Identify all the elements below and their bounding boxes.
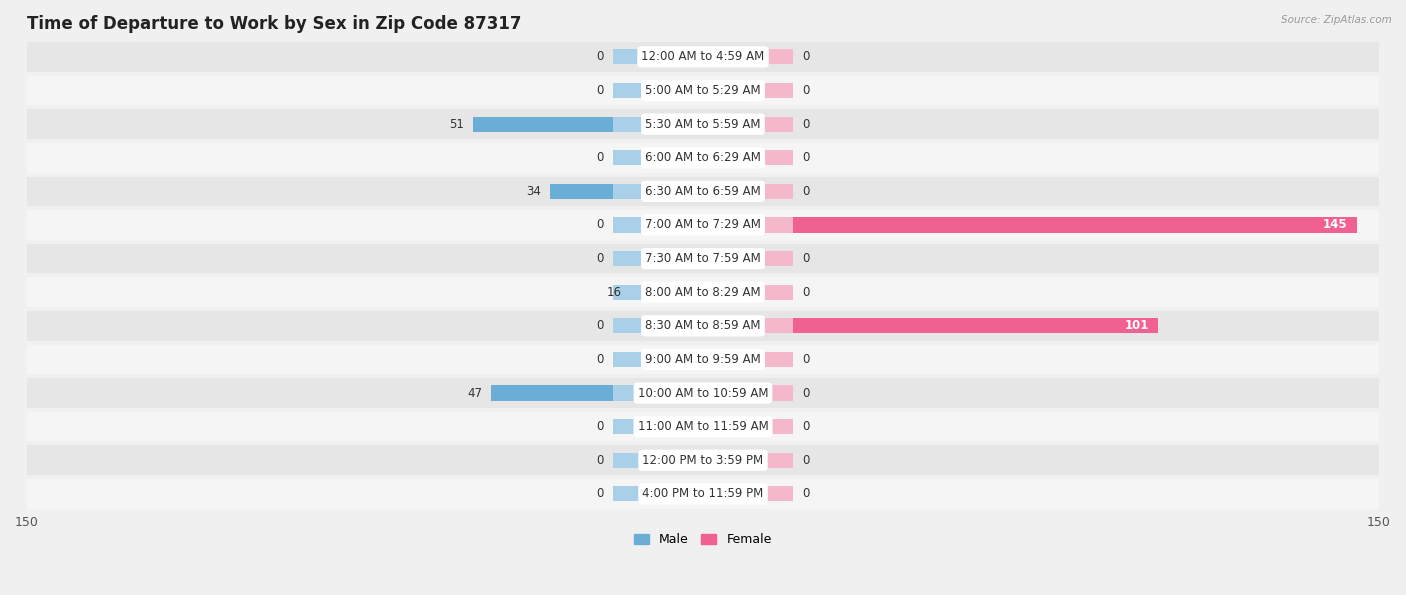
Bar xyxy=(703,419,793,434)
Bar xyxy=(703,49,793,64)
Bar xyxy=(703,486,793,502)
Text: 47: 47 xyxy=(467,387,482,399)
Bar xyxy=(703,184,793,199)
Text: 0: 0 xyxy=(803,252,810,265)
Bar xyxy=(27,143,1379,173)
Text: 9:00 AM to 9:59 AM: 9:00 AM to 9:59 AM xyxy=(645,353,761,366)
Text: 0: 0 xyxy=(596,218,603,231)
Text: 0: 0 xyxy=(596,420,603,433)
Bar xyxy=(631,284,703,300)
Text: 101: 101 xyxy=(1125,320,1149,333)
Text: 6:00 AM to 6:29 AM: 6:00 AM to 6:29 AM xyxy=(645,151,761,164)
Text: 4:00 PM to 11:59 PM: 4:00 PM to 11:59 PM xyxy=(643,487,763,500)
Bar xyxy=(613,217,703,233)
Bar xyxy=(703,150,793,165)
Bar xyxy=(613,284,703,300)
Text: 6:30 AM to 6:59 AM: 6:30 AM to 6:59 AM xyxy=(645,185,761,198)
Bar xyxy=(613,251,703,266)
Text: 0: 0 xyxy=(596,84,603,97)
Bar xyxy=(27,479,1379,509)
Text: 10:00 AM to 10:59 AM: 10:00 AM to 10:59 AM xyxy=(638,387,768,399)
Bar xyxy=(27,210,1379,240)
Text: 0: 0 xyxy=(596,454,603,466)
Bar xyxy=(27,244,1379,273)
Text: 51: 51 xyxy=(450,118,464,131)
Text: 0: 0 xyxy=(803,420,810,433)
Text: Time of Departure to Work by Sex in Zip Code 87317: Time of Departure to Work by Sex in Zip … xyxy=(27,15,522,33)
Bar xyxy=(613,419,703,434)
Text: 7:30 AM to 7:59 AM: 7:30 AM to 7:59 AM xyxy=(645,252,761,265)
Bar xyxy=(27,277,1379,307)
Text: 0: 0 xyxy=(803,51,810,64)
Text: 0: 0 xyxy=(596,252,603,265)
Bar xyxy=(27,345,1379,374)
Legend: Male, Female: Male, Female xyxy=(630,528,776,552)
Bar xyxy=(703,318,1159,333)
Bar xyxy=(613,184,703,199)
Bar xyxy=(703,284,793,300)
Text: 0: 0 xyxy=(596,487,603,500)
Bar xyxy=(27,412,1379,441)
Text: 5:30 AM to 5:59 AM: 5:30 AM to 5:59 AM xyxy=(645,118,761,131)
Text: 0: 0 xyxy=(803,118,810,131)
Bar xyxy=(550,184,703,199)
Bar xyxy=(613,453,703,468)
Text: 0: 0 xyxy=(803,151,810,164)
Bar xyxy=(474,117,703,131)
Bar xyxy=(613,150,703,165)
Text: 0: 0 xyxy=(596,320,603,333)
Bar xyxy=(703,217,793,233)
Text: Source: ZipAtlas.com: Source: ZipAtlas.com xyxy=(1281,15,1392,25)
Bar xyxy=(613,117,703,131)
Bar xyxy=(613,49,703,64)
Text: 0: 0 xyxy=(803,353,810,366)
Bar xyxy=(613,486,703,502)
Bar xyxy=(27,177,1379,206)
Bar xyxy=(703,117,793,131)
Text: 7:00 AM to 7:29 AM: 7:00 AM to 7:29 AM xyxy=(645,218,761,231)
Text: 11:00 AM to 11:59 AM: 11:00 AM to 11:59 AM xyxy=(638,420,768,433)
Bar xyxy=(703,453,793,468)
Text: 0: 0 xyxy=(803,487,810,500)
Bar xyxy=(613,318,703,333)
Bar xyxy=(703,318,793,333)
Text: 0: 0 xyxy=(803,286,810,299)
Bar xyxy=(703,386,793,400)
Text: 0: 0 xyxy=(803,387,810,399)
Bar xyxy=(27,109,1379,139)
Text: 16: 16 xyxy=(607,286,621,299)
Text: 5:00 AM to 5:29 AM: 5:00 AM to 5:29 AM xyxy=(645,84,761,97)
Text: 8:30 AM to 8:59 AM: 8:30 AM to 8:59 AM xyxy=(645,320,761,333)
Bar xyxy=(703,217,1357,233)
Text: 12:00 PM to 3:59 PM: 12:00 PM to 3:59 PM xyxy=(643,454,763,466)
Bar xyxy=(613,83,703,98)
Text: 0: 0 xyxy=(596,353,603,366)
Text: 8:00 AM to 8:29 AM: 8:00 AM to 8:29 AM xyxy=(645,286,761,299)
Bar xyxy=(613,352,703,367)
Bar xyxy=(703,251,793,266)
Text: 0: 0 xyxy=(803,454,810,466)
Text: 12:00 AM to 4:59 AM: 12:00 AM to 4:59 AM xyxy=(641,51,765,64)
Bar xyxy=(27,311,1379,340)
Text: 0: 0 xyxy=(803,185,810,198)
Bar xyxy=(27,42,1379,72)
Text: 34: 34 xyxy=(526,185,541,198)
Bar xyxy=(491,386,703,400)
Bar xyxy=(703,352,793,367)
Text: 145: 145 xyxy=(1323,218,1347,231)
Bar xyxy=(27,76,1379,105)
Text: 0: 0 xyxy=(596,51,603,64)
Bar xyxy=(27,378,1379,408)
Text: 0: 0 xyxy=(803,84,810,97)
Bar xyxy=(703,83,793,98)
Bar xyxy=(613,386,703,400)
Bar xyxy=(27,446,1379,475)
Text: 0: 0 xyxy=(596,151,603,164)
